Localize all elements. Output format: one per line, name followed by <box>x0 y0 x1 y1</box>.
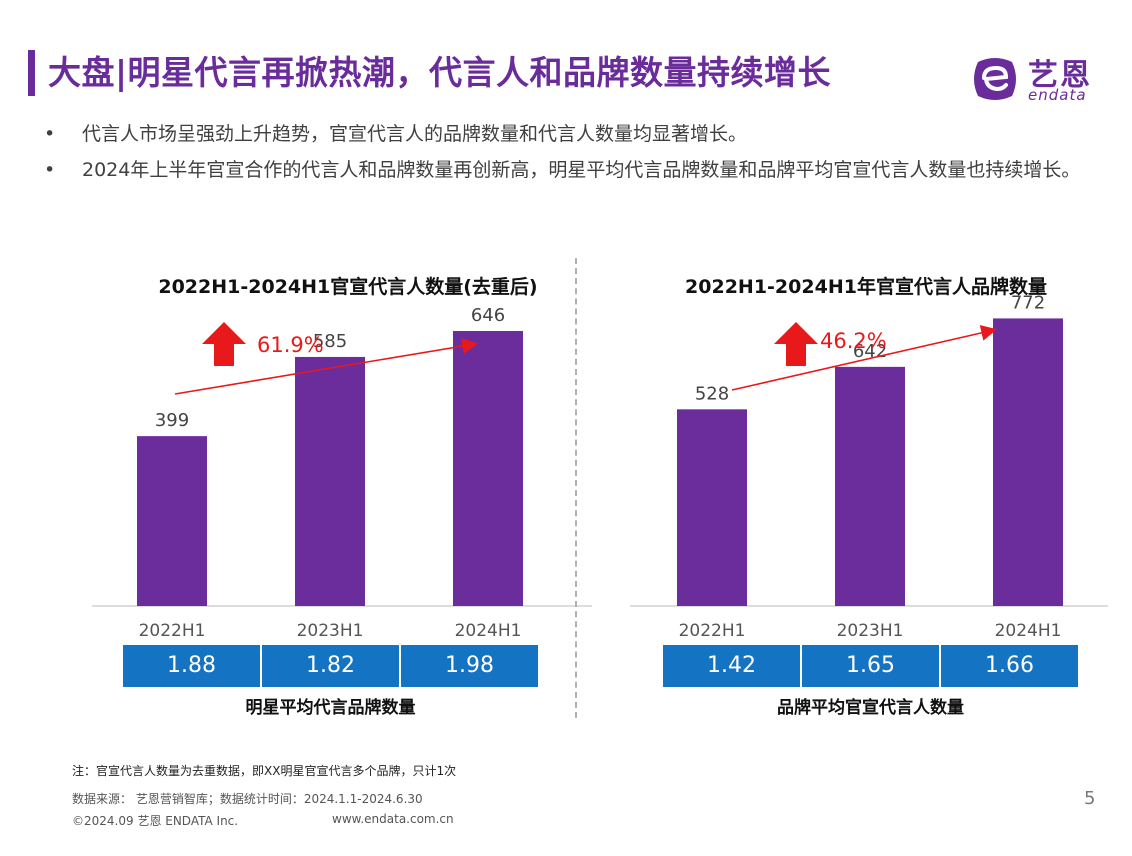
bar-value-label: 772 <box>1011 292 1045 313</box>
bar-value-label: 528 <box>695 383 729 404</box>
bar-value-label: 646 <box>471 305 505 326</box>
page-title: 大盘|明星代言再掀热潮，代言人和品牌数量持续增长 <box>48 53 832 92</box>
bar-2022H1 <box>677 409 747 606</box>
page-number: 5 <box>1084 788 1096 809</box>
footer-source: 数据来源： 艺恩营销智库；数据统计时间：2024.1.1-2024.6.30 <box>72 792 423 806</box>
bullet-item: • 代言人市场呈强劲上升趋势，官宣代言人的品牌数量和代言人数量均显著增长。 <box>44 116 1104 152</box>
trend-arrow <box>174 338 479 395</box>
chart-divider <box>575 258 577 718</box>
logo-chinese-text: 艺恩 <box>1028 58 1092 93</box>
ratio-cell: 1.88 <box>123 645 260 687</box>
up-arrow-icon <box>202 322 246 366</box>
bar-2024H1 <box>453 330 523 606</box>
avg-brands-per-star-caption: 明星平均代言品牌数量 <box>245 698 416 718</box>
x-tick-label: 2023H1 <box>297 621 364 641</box>
x-tick-label: 2022H1 <box>679 621 746 641</box>
logo-english-text: endata <box>1028 86 1087 104</box>
endata-logo: 艺恩 endata <box>968 48 1108 110</box>
chart-title-brands: 2022H1-2024H1年官宣代言人品牌数量 <box>685 276 1047 298</box>
x-tick-label: 2024H1 <box>455 621 522 641</box>
growth-rate-label: 61.9% <box>257 333 324 357</box>
summary-bullets: • 代言人市场呈强劲上升趋势，官宣代言人的品牌数量和代言人数量均显著增长。 • … <box>44 116 1104 188</box>
ratio-cell: 1.42 <box>663 645 800 687</box>
bar-2023H1 <box>835 366 905 606</box>
growth-rate-label: 46.2% <box>820 329 887 353</box>
chart-title-endorsers: 2022H1-2024H1官宣代言人数量(去重后) <box>158 276 538 298</box>
x-tick-label: 2023H1 <box>837 621 904 641</box>
footer-copyright: ©2024.09 艺恩 ENDATA Inc. <box>72 814 239 828</box>
bar-value-label: 399 <box>155 410 189 431</box>
bullet-dot: • <box>44 159 56 181</box>
bar-value-label: 585 <box>313 331 347 352</box>
footer-url: www.endata.com.cn <box>332 812 454 826</box>
bar-2023H1 <box>295 356 365 606</box>
avg-brands-per-star-table: 1.88 1.82 1.98 <box>123 645 538 687</box>
trend-arrow <box>731 325 998 391</box>
ratio-cell: 1.66 <box>941 645 1078 687</box>
up-arrow-icon <box>774 322 818 366</box>
endorser-count-chart: 399 2022H1 585 2023H1 646 2024H1 61.9% <box>92 305 592 641</box>
x-tick-label: 2022H1 <box>139 621 206 641</box>
title-accent-bar <box>28 50 35 96</box>
endata-e-logo-icon <box>974 58 1016 100</box>
ratio-cell: 1.98 <box>401 645 538 687</box>
bar-2024H1 <box>993 318 1063 606</box>
footer-note: 注：官宣代言人数量为去重数据，即XX明星官宣代言多个品牌，只计1次 <box>72 764 457 778</box>
x-tick-label: 2024H1 <box>995 621 1062 641</box>
ratio-cell: 1.65 <box>802 645 939 687</box>
bullet-text: 2024年上半年官宣合作的代言人和品牌数量再创新高，明星平均代言品牌数量和品牌平… <box>82 159 1081 181</box>
bullet-text: 代言人市场呈强劲上升趋势，官宣代言人的品牌数量和代言人数量均显著增长。 <box>82 123 748 145</box>
bullet-item: • 2024年上半年官宣合作的代言人和品牌数量再创新高，明星平均代言品牌数量和品… <box>44 152 1104 188</box>
bullet-dot: • <box>44 123 56 145</box>
ratio-cell: 1.82 <box>262 645 399 687</box>
avg-endorsers-per-brand-caption: 品牌平均官宣代言人数量 <box>777 698 964 718</box>
bar-2022H1 <box>137 436 207 606</box>
avg-endorsers-per-brand-table: 1.42 1.65 1.66 <box>663 645 1078 687</box>
